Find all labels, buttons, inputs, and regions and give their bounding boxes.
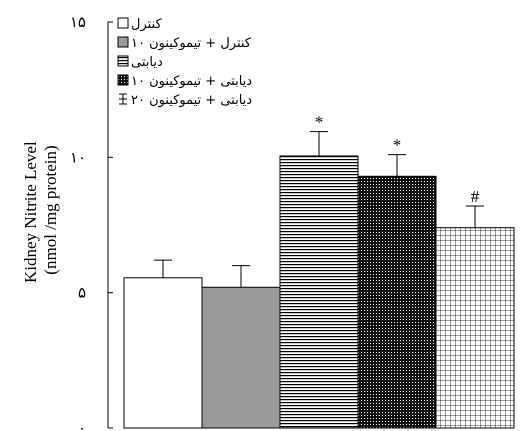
y-axis-label: Kidney Nitrite Level (nmol /mg protein) xyxy=(21,137,60,283)
legend-swatch xyxy=(117,36,129,48)
legend-label: دیابتی + تیموکینون ۲۰ xyxy=(131,93,252,108)
significance-label: # xyxy=(471,187,480,206)
significance-label: * xyxy=(393,136,402,155)
bar xyxy=(357,175,437,429)
y-tick-label: ۰ xyxy=(78,419,86,431)
y-tick-label: ۱۵ xyxy=(70,13,86,31)
y-axis: ۰ ۵ ۱۰ ۱۵ xyxy=(70,13,113,431)
legend-label: کنترل xyxy=(131,17,162,32)
legend-label: دیابتی xyxy=(131,55,163,70)
legend-swatch xyxy=(117,17,129,29)
y-tick-label: ۵ xyxy=(78,284,86,302)
legend: کنترل کنترل + تیموکینون ۱۰ دیابتی دیابتی + … xyxy=(117,17,252,108)
y-tick-label: ۱۰ xyxy=(70,148,86,166)
significance-label: * xyxy=(315,113,324,132)
y-axis-label-line2: (nmol /mg protein) xyxy=(41,145,60,274)
bar xyxy=(279,155,359,429)
bar xyxy=(123,277,203,429)
legend-swatch xyxy=(119,93,127,105)
bar xyxy=(201,286,281,429)
bars: * * # xyxy=(123,113,515,429)
y-axis-label-line1: Kidney Nitrite Level xyxy=(21,141,40,283)
legend-label: کنترل + تیموکینون ۱۰ xyxy=(131,36,252,51)
legend-label: دیابتی + تیموکینون ۱۰ xyxy=(131,74,252,89)
legend-swatch xyxy=(117,55,129,67)
bar xyxy=(435,227,515,429)
legend-swatch xyxy=(117,74,129,86)
